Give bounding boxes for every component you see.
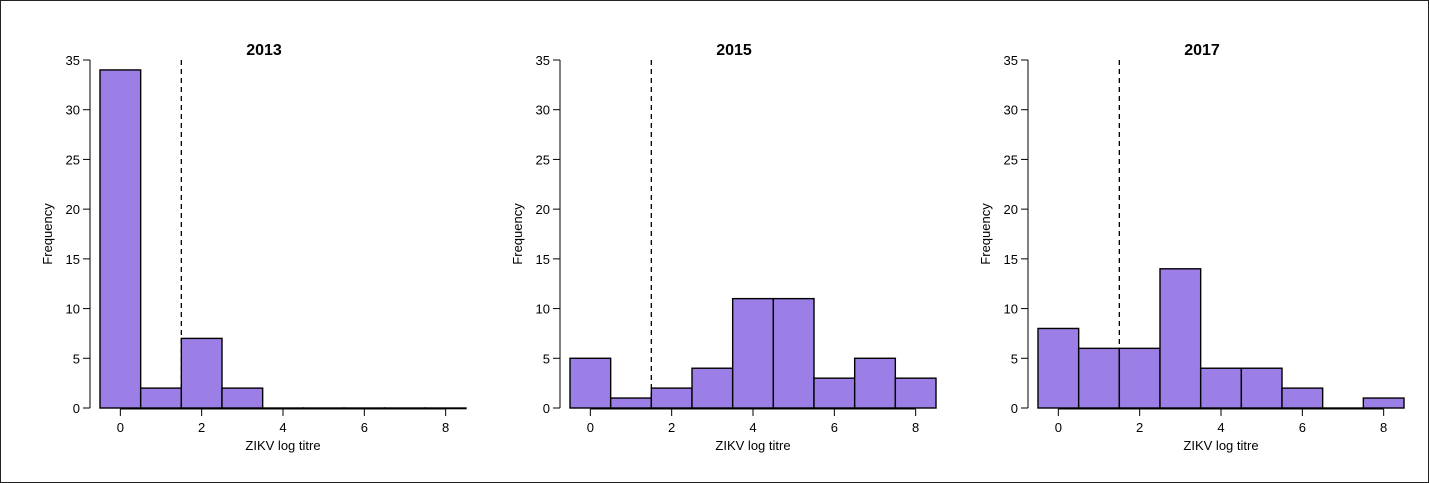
histogram-bar (1281, 387, 1324, 409)
x-tick-label: 0 (1055, 420, 1062, 435)
histogram-bar (894, 377, 937, 409)
panel-title: 2013 (246, 42, 282, 59)
panel-title: 2017 (1184, 42, 1220, 59)
plot-area: 0 5 10 15 20 25 30 35 0 2 4 6 8 (1004, 53, 1405, 435)
histogram-bar (853, 357, 897, 409)
y-tick-label: 10 (66, 302, 80, 317)
y-tick-label: 5 (543, 351, 550, 366)
x-tick-label: 8 (442, 420, 449, 435)
x-axis-title: ZIKV log titre (1183, 438, 1258, 453)
histogram-bar (1362, 397, 1405, 409)
histogram-2015: 2015 ZIKV log titre Frequency 0510152025… (510, 42, 937, 453)
y-tick-label: 0 (1011, 401, 1018, 416)
y-tick-label: 20 (536, 202, 550, 217)
histogram-bar (221, 387, 264, 409)
y-tick-label: 10 (536, 302, 550, 317)
y-tick-label: 30 (536, 103, 550, 118)
histogram-bar (424, 407, 467, 410)
y-tick-label: 25 (536, 152, 550, 167)
histogram-2013: 2013 ZIKV log titre Frequency 0510152025… (40, 42, 467, 453)
histogram-bar (691, 367, 734, 409)
y-tick-label: 5 (1011, 351, 1018, 366)
x-tick-label: 0 (117, 420, 124, 435)
x-tick-label: 4 (1217, 420, 1224, 435)
y-tick-label: 10 (1004, 302, 1018, 317)
y-tick-label: 20 (66, 202, 80, 217)
histogram-bar (1037, 327, 1080, 409)
histogram-bar (99, 69, 142, 409)
x-axis-title: ZIKV log titre (715, 438, 790, 453)
x-tick-label: 0 (587, 420, 594, 435)
y-tick-label: 30 (1004, 103, 1018, 118)
x-tick-label: 6 (1299, 420, 1306, 435)
y-axis-title: Frequency (978, 203, 993, 265)
plot-area: 0 5 10 15 20 25 30 35 0 2 4 6 8 (66, 53, 467, 435)
histogram-bar (772, 297, 815, 409)
y-tick-label: 35 (1004, 53, 1018, 68)
histogram-bar (180, 337, 223, 409)
x-tick-label: 4 (279, 420, 286, 435)
histogram-bar (1118, 347, 1161, 409)
y-axis-title: Frequency (40, 203, 55, 265)
histogram-bar (1159, 268, 1202, 409)
histogram-bar (731, 297, 775, 409)
histogram-bar (569, 357, 612, 409)
x-tick-label: 2 (198, 420, 205, 435)
histogram-bar (139, 387, 183, 409)
y-tick-label: 35 (536, 53, 550, 68)
histogram-bar (1077, 347, 1121, 409)
y-axis-title: Frequency (510, 203, 525, 265)
x-tick-label: 2 (668, 420, 675, 435)
y-tick-label: 5 (73, 351, 80, 366)
x-tick-label: 2 (1136, 420, 1143, 435)
x-tick-label: 8 (912, 420, 919, 435)
panel-title: 2015 (716, 42, 752, 59)
y-tick-label: 20 (1004, 202, 1018, 217)
x-tick-label: 8 (1380, 420, 1387, 435)
y-tick-label: 35 (66, 53, 80, 68)
y-tick-label: 25 (66, 152, 80, 167)
plot-area: 0 5 10 15 20 25 30 35 0 2 4 6 8 (536, 53, 937, 435)
x-tick-label: 4 (749, 420, 756, 435)
histogram-bar (1240, 367, 1283, 409)
x-axis-title: ZIKV log titre (245, 438, 320, 453)
histogram-bar (609, 397, 653, 409)
y-tick-label: 15 (1004, 252, 1018, 267)
y-tick-label: 30 (66, 103, 80, 118)
histogram-bar (650, 387, 693, 409)
y-tick-label: 15 (536, 252, 550, 267)
histogram-bar (1199, 367, 1243, 409)
x-tick-label: 6 (361, 420, 368, 435)
histogram-bar (813, 377, 856, 409)
y-tick-label: 15 (66, 252, 80, 267)
y-tick-label: 25 (1004, 152, 1018, 167)
y-tick-label: 0 (73, 401, 80, 416)
histogram-2017: 2017 ZIKV log titre Frequency 0510152025… (978, 42, 1405, 453)
y-tick-label: 0 (543, 401, 550, 416)
x-tick-label: 6 (831, 420, 838, 435)
